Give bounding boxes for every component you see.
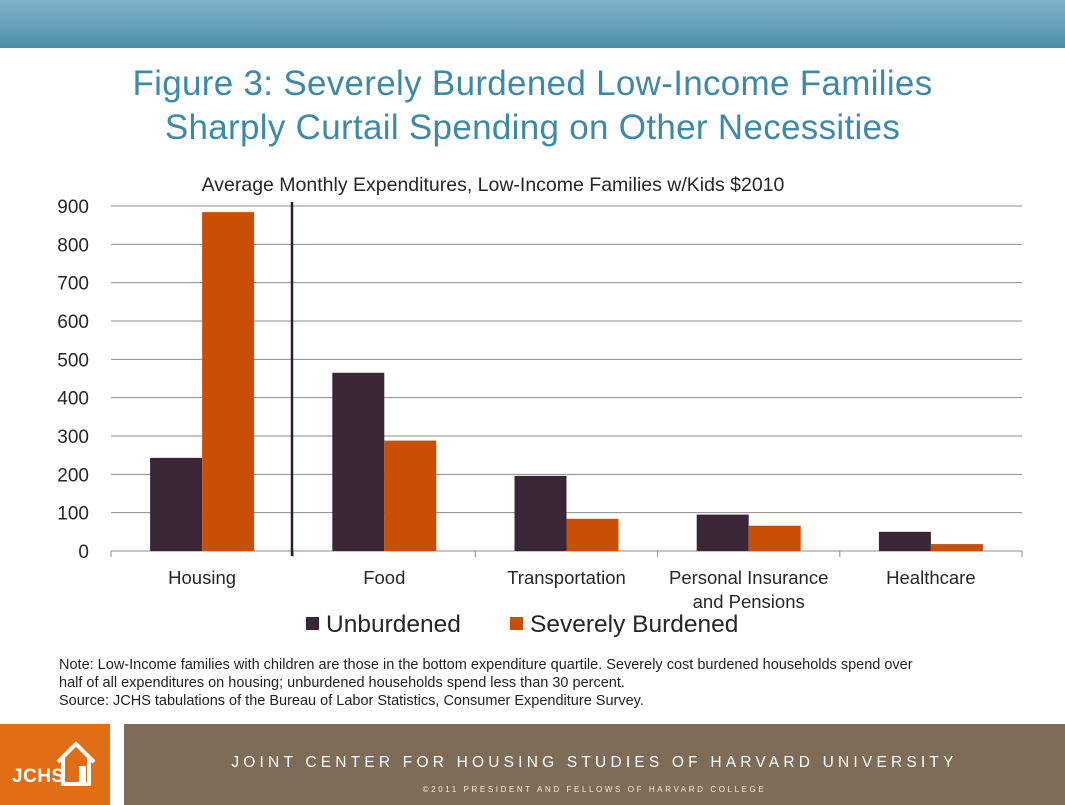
y-tick-label: 0 <box>78 542 89 563</box>
chart-note: Note: Low-Income families with children … <box>59 656 1049 710</box>
copyright: ©2011 PRESIDENT AND FELLOWS OF HARVARD C… <box>422 785 767 794</box>
org-name: JOINT CENTER FOR HOUSING STUDIES OF HARV… <box>231 754 958 771</box>
y-tick-label: 600 <box>57 312 89 333</box>
legend-swatch <box>306 617 319 630</box>
logo-text: JCHS <box>12 766 65 787</box>
x-category-label: Personal Insurance <box>669 567 828 588</box>
chart-subtitle: Average Monthly Expenditures, Low-Income… <box>202 174 785 196</box>
x-category-label: Healthcare <box>886 567 975 588</box>
bar <box>878 531 931 551</box>
note-line-2: half of all expenditures on housing; unb… <box>59 675 625 691</box>
legend-swatch <box>510 617 523 630</box>
bar <box>514 475 567 551</box>
bar <box>748 525 801 551</box>
y-tick-label: 400 <box>57 389 89 410</box>
jchs-logo: JCHS <box>0 724 110 805</box>
page-title: Figure 3: Severely Burdened Low-Income F… <box>0 62 1065 150</box>
y-tick-label: 500 <box>57 350 89 371</box>
bar <box>332 372 385 551</box>
x-category-label: Transportation <box>507 567 626 588</box>
bar <box>202 212 255 551</box>
y-tick-label: 300 <box>57 427 89 448</box>
note-source: Source: JCHS tabulations of the Bureau o… <box>59 693 644 709</box>
x-category-label: and Pensions <box>693 591 805 612</box>
bar <box>930 544 983 551</box>
bar <box>150 457 203 551</box>
house-icon <box>56 741 96 786</box>
bar <box>566 518 619 551</box>
y-tick-label: 200 <box>57 465 89 486</box>
bar <box>696 514 749 551</box>
y-tick-label: 100 <box>57 504 89 525</box>
org-band: JOINT CENTER FOR HOUSING STUDIES OF HARV… <box>124 724 1065 805</box>
footer: JCHS JOINT CENTER FOR HOUSING STUDIES OF… <box>0 724 1065 805</box>
x-category-label: Food <box>363 567 405 588</box>
y-tick-label: 800 <box>57 235 89 256</box>
x-category-label: Housing <box>168 567 236 588</box>
note-line-1: Note: Low-Income families with children … <box>59 657 913 673</box>
legend-label: Unburdened <box>326 611 461 638</box>
top-banner <box>0 0 1065 48</box>
legend-label: Severely Burdened <box>530 611 738 638</box>
y-tick-label: 900 <box>57 197 89 218</box>
title-line-2: Sharply Curtail Spending on Other Necess… <box>164 108 901 147</box>
title-line-1: Figure 3: Severely Burdened Low-Income F… <box>132 64 933 103</box>
y-tick-label: 700 <box>57 274 89 295</box>
bar-chart: Average Monthly Expenditures, Low-Income… <box>57 174 1023 638</box>
bar <box>384 440 437 551</box>
